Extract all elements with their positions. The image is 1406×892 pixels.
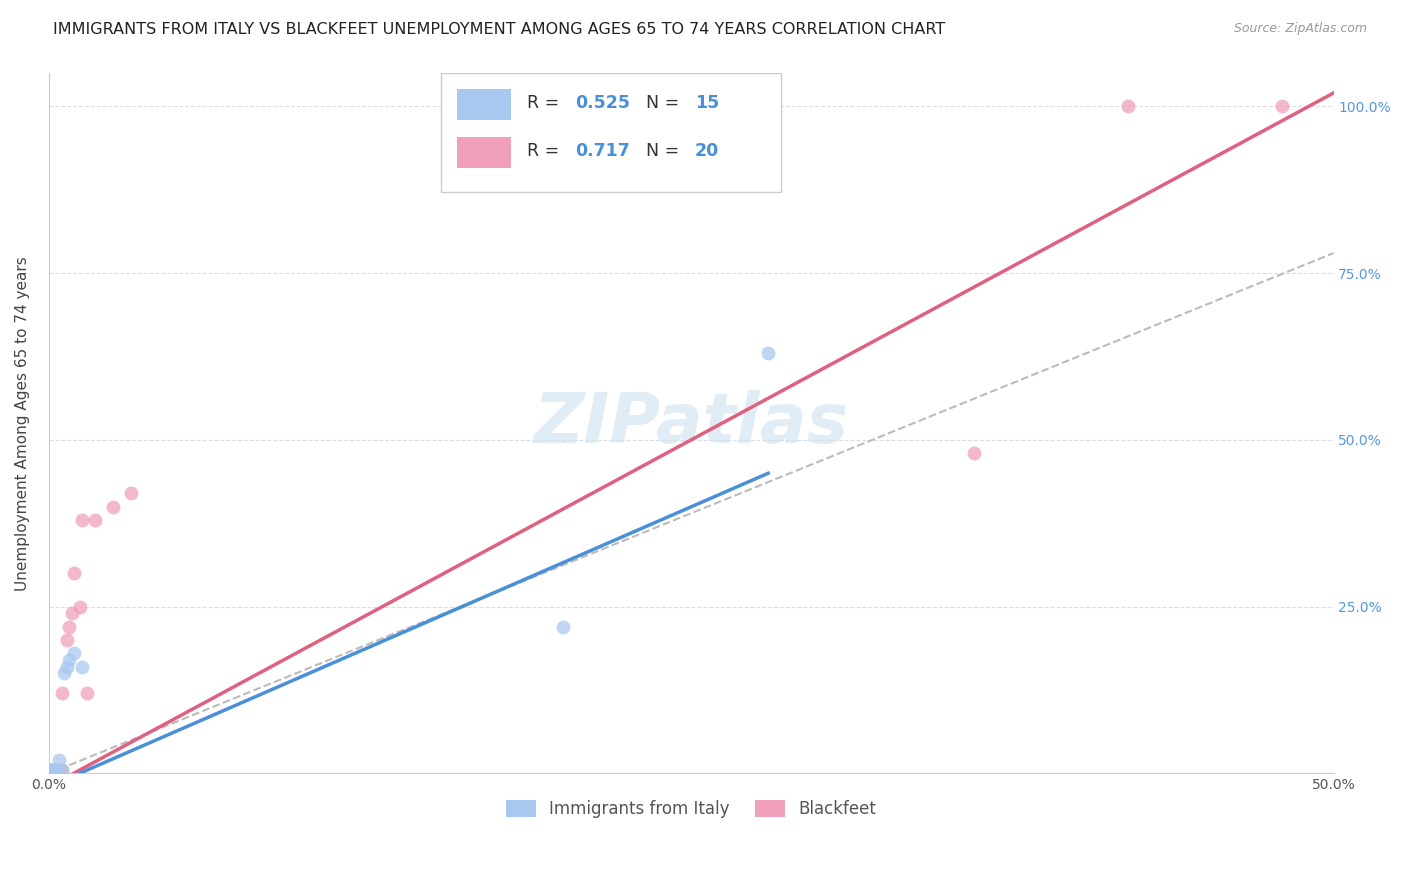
Y-axis label: Unemployment Among Ages 65 to 74 years: Unemployment Among Ages 65 to 74 years — [15, 256, 30, 591]
Point — [55, 659, 77, 673]
Text: ZIPatlas: ZIPatlas — [534, 390, 849, 457]
Point — [70, 513, 93, 527]
Point — [45, 763, 67, 777]
Text: 20: 20 — [695, 142, 720, 160]
Point — [42, 763, 65, 777]
FancyBboxPatch shape — [457, 136, 512, 168]
Text: 15: 15 — [695, 94, 720, 112]
Point — [51, 763, 73, 777]
Point — [101, 500, 124, 514]
Text: N =: N = — [647, 142, 685, 160]
Point — [42, 763, 65, 777]
Point — [63, 646, 86, 660]
Point — [756, 346, 779, 360]
Point — [84, 513, 107, 527]
Point — [1271, 99, 1294, 113]
FancyBboxPatch shape — [457, 89, 512, 120]
Text: R =: R = — [527, 142, 564, 160]
Point — [58, 620, 80, 634]
Point — [551, 620, 574, 634]
Point — [69, 599, 91, 614]
Text: IMMIGRANTS FROM ITALY VS BLACKFEET UNEMPLOYMENT AMONG AGES 65 TO 74 YEARS CORREL: IMMIGRANTS FROM ITALY VS BLACKFEET UNEMP… — [53, 22, 946, 37]
Point — [70, 659, 93, 673]
Point — [58, 653, 80, 667]
Text: Source: ZipAtlas.com: Source: ZipAtlas.com — [1233, 22, 1367, 36]
Point — [51, 686, 73, 700]
Text: 0.525: 0.525 — [575, 94, 630, 112]
Point — [42, 763, 65, 777]
Point — [60, 607, 83, 621]
Legend: Immigrants from Italy, Blackfeet: Immigrants from Italy, Blackfeet — [499, 793, 883, 824]
Point — [41, 763, 63, 777]
Point — [41, 763, 63, 777]
Point — [41, 763, 63, 777]
Point — [63, 566, 86, 581]
Point — [48, 753, 70, 767]
Point — [48, 763, 70, 777]
Point — [120, 486, 142, 500]
Text: R =: R = — [527, 94, 564, 112]
Point — [51, 763, 73, 777]
Text: N =: N = — [647, 94, 685, 112]
Point — [45, 763, 67, 777]
Point — [1116, 99, 1139, 113]
Point — [963, 446, 986, 460]
Point — [76, 686, 98, 700]
Point — [55, 633, 77, 648]
Point — [41, 763, 63, 777]
Text: 0.717: 0.717 — [575, 142, 630, 160]
Point — [53, 666, 76, 681]
FancyBboxPatch shape — [440, 73, 782, 192]
Point — [45, 763, 67, 777]
